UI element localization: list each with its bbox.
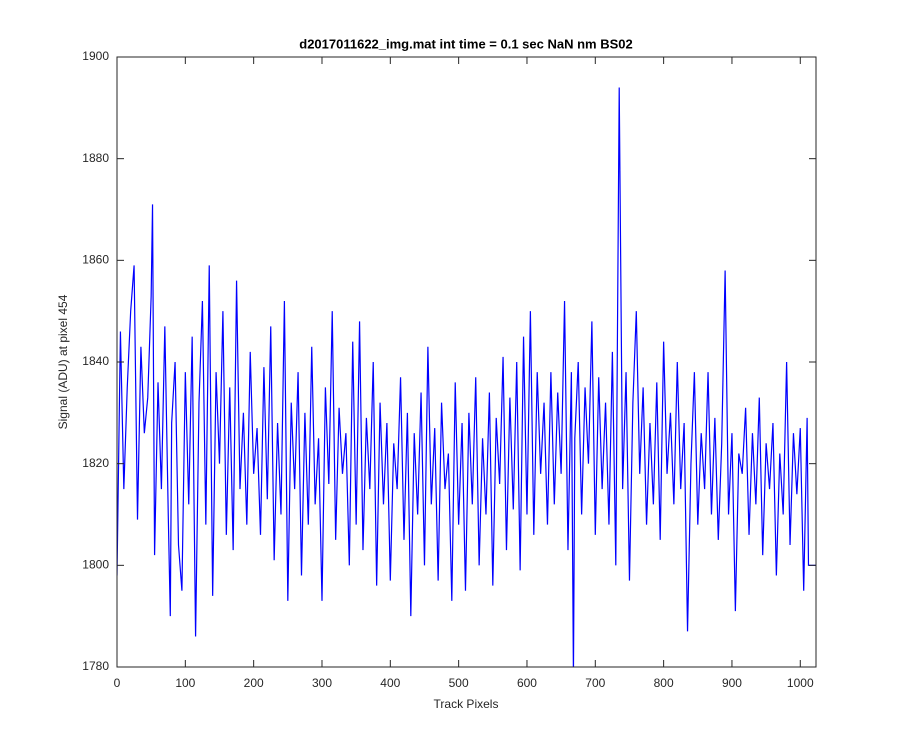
y-tick-label: 1780 bbox=[82, 659, 109, 673]
x-tick-label: 300 bbox=[312, 676, 332, 690]
x-tick-label: 500 bbox=[449, 676, 469, 690]
x-axis-label: Track Pixels bbox=[434, 697, 499, 711]
y-tick-label: 1820 bbox=[82, 456, 109, 470]
x-tick-label: 400 bbox=[380, 676, 400, 690]
y-tick-label: 1840 bbox=[82, 354, 109, 368]
x-tick-label: 200 bbox=[244, 676, 264, 690]
data-line bbox=[117, 87, 816, 667]
x-tick-label: 100 bbox=[175, 676, 195, 690]
y-tick-label: 1900 bbox=[82, 49, 109, 63]
plot-marks bbox=[117, 87, 816, 667]
y-tick-label: 1880 bbox=[82, 151, 109, 165]
y-axis-label: Signal (ADU) at pixel 454 bbox=[56, 294, 70, 429]
x-tick-label: 900 bbox=[722, 676, 742, 690]
chart-title: d2017011622_img.mat int time = 0.1 sec N… bbox=[299, 36, 632, 51]
y-tick-label: 1800 bbox=[82, 558, 109, 572]
x-tick-label: 700 bbox=[585, 676, 605, 690]
y-tick-label: 1860 bbox=[82, 253, 109, 267]
x-tick-label: 1000 bbox=[787, 676, 814, 690]
x-tick-label: 0 bbox=[114, 676, 121, 690]
x-tick-label: 600 bbox=[517, 676, 537, 690]
x-tick-label: 800 bbox=[654, 676, 674, 690]
